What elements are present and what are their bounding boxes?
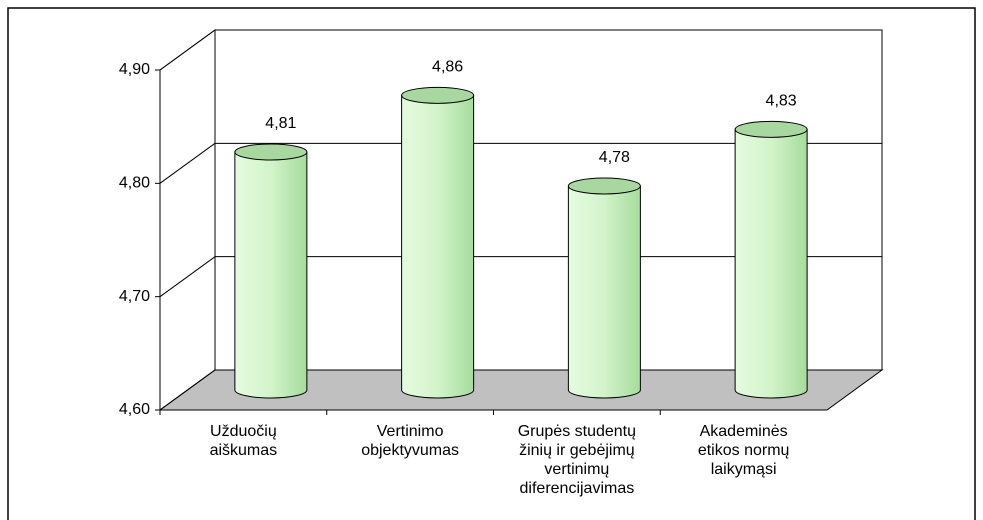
bar — [401, 94, 475, 399]
bar — [734, 128, 808, 399]
bar — [234, 151, 308, 399]
grid-line — [159, 369, 216, 411]
x-tick-label: Vertinimo objektyvumas — [361, 423, 459, 459]
y-tick-label: 4,80 — [119, 175, 150, 192]
y-tick-label: 4,70 — [119, 288, 150, 305]
value-label: 4,81 — [265, 115, 296, 132]
bar-top — [234, 143, 308, 161]
frame — [7, 7, 976, 520]
x-tick-label: Grupės studentų žinių ir gebėjimų vertinim… — [518, 423, 636, 497]
x-tick-label: Akademinės etikos normų laikymąsi — [698, 423, 790, 478]
bar — [567, 185, 641, 399]
value-label: 4,78 — [599, 149, 630, 166]
grid-line — [159, 29, 216, 71]
grid-line — [159, 142, 216, 184]
y-tick-label: 4,60 — [119, 401, 150, 418]
bar-top — [401, 86, 475, 104]
x-tick-label: Užduočių aiškumas — [210, 423, 278, 459]
grid-line — [159, 256, 216, 298]
bar-top — [734, 120, 808, 138]
bar-top — [567, 177, 641, 195]
value-label: 4,86 — [432, 59, 463, 76]
side-wall — [159, 29, 216, 411]
value-label: 4,83 — [766, 93, 797, 110]
y-tick-label: 4,90 — [119, 61, 150, 78]
